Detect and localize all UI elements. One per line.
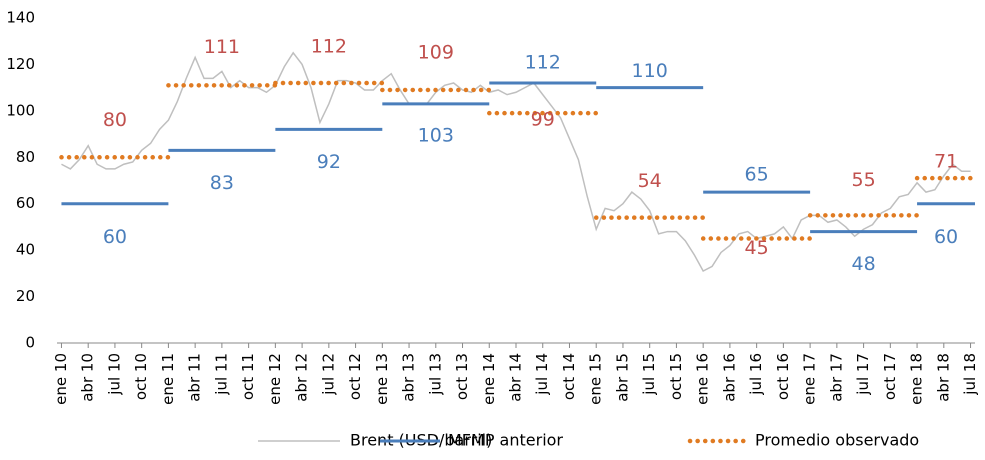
- legend-label: Promedio observado: [755, 431, 919, 450]
- x-tick-label: jul 11: [212, 353, 230, 396]
- data-label: 110: [632, 60, 668, 82]
- data-label: 60: [934, 226, 958, 248]
- data-label: 103: [418, 124, 454, 146]
- data-label: 80: [103, 109, 127, 131]
- data-label: 71: [934, 151, 958, 173]
- x-tick-label: jul 17: [854, 353, 872, 396]
- x-tick-label: abr 15: [613, 353, 631, 402]
- x-tick-label: ene 18: [908, 353, 926, 405]
- x-tick-label: jul 15: [640, 353, 658, 396]
- x-tick-label: ene 17: [801, 353, 819, 405]
- data-label: 60: [103, 226, 127, 248]
- x-tick-label: abr 17: [827, 353, 845, 402]
- x-tick-label: oct 10: [132, 353, 150, 400]
- x-tick-label: oct 17: [881, 353, 899, 400]
- y-tick-label: 20: [16, 287, 35, 305]
- x-tick-label: abr 14: [507, 353, 525, 402]
- x-tick-label: ene 14: [480, 353, 498, 405]
- data-label: 54: [638, 170, 662, 192]
- y-tick-label: 60: [16, 194, 35, 212]
- y-tick-label: 40: [16, 241, 35, 259]
- legend-label: MFMP anterior: [448, 431, 563, 450]
- x-tick-label: abr 11: [186, 353, 204, 402]
- x-tick-label: ene 13: [373, 353, 391, 405]
- x-tick-label: oct 11: [239, 353, 257, 400]
- x-tick-label: abr 18: [934, 353, 952, 402]
- x-tick-label: jul 14: [533, 353, 551, 396]
- y-tick-label: 0: [25, 334, 35, 352]
- x-tick-label: jul 16: [747, 353, 765, 396]
- data-label: 92: [317, 151, 341, 173]
- y-tick-label: 140: [6, 9, 35, 27]
- x-tick-label: ene 15: [587, 353, 605, 405]
- data-label: 48: [851, 253, 875, 275]
- x-tick-label: ene 10: [52, 353, 70, 405]
- x-tick-label: abr 16: [720, 353, 738, 402]
- x-tick-label: oct 13: [453, 353, 471, 400]
- data-label: 65: [745, 164, 769, 186]
- data-label: 112: [525, 52, 561, 74]
- x-tick-label: ene 16: [694, 353, 712, 405]
- x-tick-label: oct 14: [560, 353, 578, 400]
- data-label: 45: [745, 237, 769, 259]
- x-tick-label: abr 13: [400, 353, 418, 402]
- x-tick-label: jul 12: [319, 353, 337, 396]
- data-label: 109: [418, 41, 454, 63]
- y-tick-label: 120: [6, 55, 35, 73]
- x-tick-label: oct 16: [774, 353, 792, 400]
- x-tick-label: ene 11: [159, 353, 177, 405]
- data-label: 55: [851, 169, 875, 191]
- y-tick-label: 100: [6, 101, 35, 119]
- x-tick-label: abr 10: [79, 353, 97, 402]
- data-label: 111: [204, 36, 240, 58]
- x-tick-label: oct 12: [346, 353, 364, 400]
- data-label: 83: [210, 172, 234, 194]
- data-label: 112: [311, 36, 347, 58]
- x-tick-label: abr 12: [293, 353, 311, 402]
- x-tick-label: jul 10: [105, 353, 123, 396]
- x-tick-label: ene 12: [266, 353, 284, 405]
- x-tick-label: oct 15: [667, 353, 685, 400]
- x-tick-label: jul 13: [426, 353, 444, 396]
- x-tick-label: jul 18: [961, 353, 979, 396]
- y-tick-label: 80: [16, 148, 35, 166]
- data-label: 99: [531, 109, 555, 131]
